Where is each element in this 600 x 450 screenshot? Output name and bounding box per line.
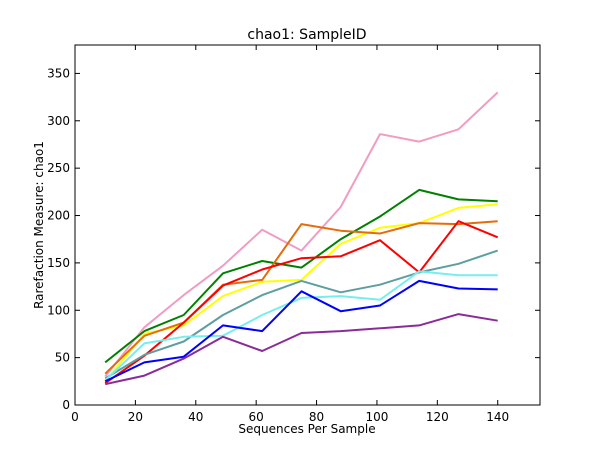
series-line-6 <box>104 249 499 380</box>
x-axis-ticks: 0 20 40 60 80 100 120 140 <box>71 45 509 424</box>
y-tick-label: 50 <box>55 351 70 365</box>
y-tick-label: 250 <box>47 161 70 175</box>
x-tick-label: 20 <box>128 410 143 424</box>
y-tick-label: 0 <box>62 398 70 412</box>
x-tick-label: 40 <box>188 410 203 424</box>
series-layer <box>104 91 499 386</box>
plot-frame <box>74 44 541 406</box>
x-tick-label: 140 <box>486 410 509 424</box>
series-line-7 <box>104 270 498 382</box>
y-axis-ticks: 0 50 100 150 200 250 300 350 <box>47 66 540 412</box>
series-line-8 <box>104 279 498 383</box>
series-line-3 <box>104 203 498 382</box>
series-line-5 <box>104 220 499 385</box>
y-tick-label: 350 <box>47 66 70 80</box>
series-line-1 <box>104 91 499 378</box>
y-tick-label: 150 <box>47 256 70 270</box>
y-tick-label: 300 <box>47 114 70 128</box>
y-axis-title: Rarefaction Measure: chao1 <box>32 141 46 309</box>
x-axis-title: Sequences Per Sample <box>238 422 375 436</box>
chart-title: chao1: SampleID <box>247 27 366 43</box>
x-tick-label: 120 <box>426 410 449 424</box>
y-tick-label: 100 <box>47 303 70 317</box>
x-tick-label: 80 <box>309 410 324 424</box>
x-tick-label: 0 <box>71 410 79 424</box>
series-line-2 <box>104 188 498 364</box>
series-line-9 <box>104 313 498 386</box>
series-line-4 <box>104 220 498 375</box>
x-tick-label: 100 <box>365 410 388 424</box>
x-tick-label: 60 <box>249 410 264 424</box>
y-tick-label: 200 <box>47 209 70 223</box>
